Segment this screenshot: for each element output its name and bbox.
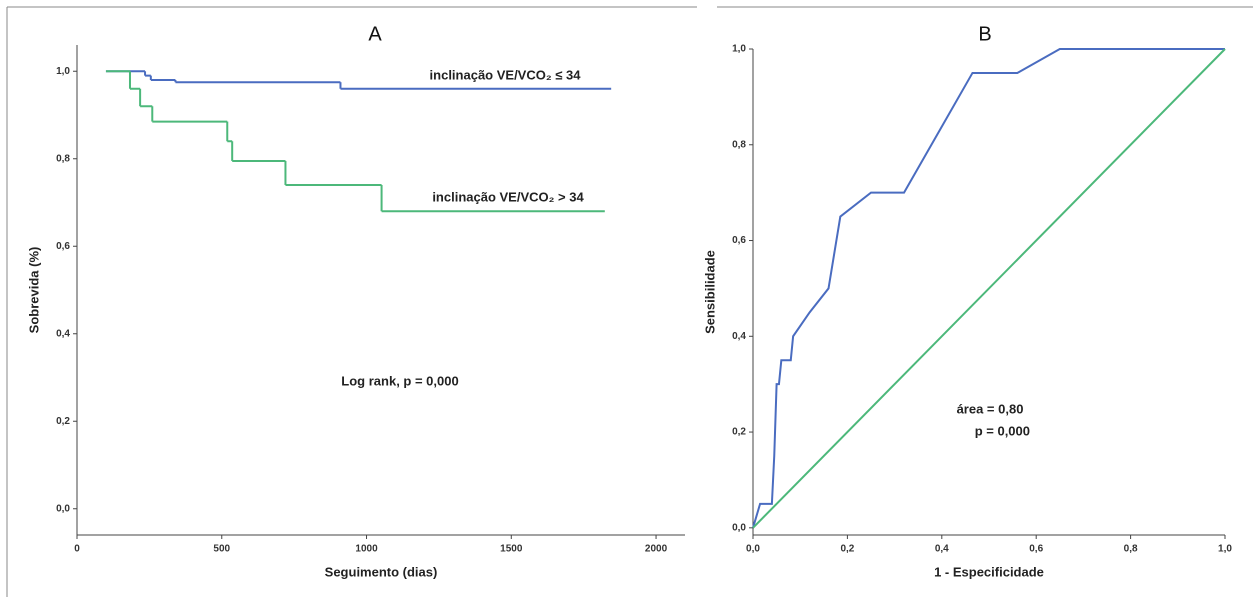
x-tick-label: 1,0: [1218, 544, 1232, 555]
y-tick-label: 0,6: [732, 235, 746, 246]
x-tick-label: 0,0: [746, 544, 760, 555]
y-tick-label: 0,4: [732, 331, 746, 342]
series-label: inclinação VE/VCO₂ ≤ 34: [430, 67, 582, 82]
chart-title: B: [978, 23, 991, 45]
x-axis-label: Seguimento (dias): [325, 564, 438, 579]
x-tick-label: 0,8: [1124, 544, 1138, 555]
annotation: área = 0,80: [957, 401, 1024, 416]
y-axis-label: Sensibilidade: [702, 250, 717, 334]
y-tick-label: 0,8: [56, 153, 70, 164]
x-tick-label: 0,6: [1029, 544, 1043, 555]
y-axis-label: Sobrevida (%): [26, 247, 41, 334]
x-tick-label: 500: [213, 544, 230, 555]
y-tick-label: 0,0: [732, 522, 746, 533]
annotation: p = 0,000: [975, 423, 1030, 438]
x-tick-label: 0,4: [935, 544, 949, 555]
x-tick-label: 2000: [645, 544, 668, 555]
x-axis-label: 1 - Especificidade: [934, 564, 1044, 579]
y-tick-label: 0,8: [732, 139, 746, 150]
y-tick-label: 0,6: [56, 241, 70, 252]
x-tick-label: 1000: [355, 544, 378, 555]
y-tick-label: 0,4: [56, 328, 70, 339]
y-tick-label: 0,2: [732, 427, 746, 438]
curve: [752, 48, 1226, 529]
y-tick-label: 1,0: [732, 44, 746, 55]
y-tick-label: 1,0: [56, 66, 70, 77]
y-tick-label: 0,2: [56, 416, 70, 427]
x-tick-label: 0,2: [840, 544, 854, 555]
series-label: inclinação VE/VCO₂ > 34: [432, 189, 584, 204]
curve: [752, 48, 1225, 529]
x-tick-label: 0: [74, 544, 80, 555]
chart-title: A: [368, 23, 382, 45]
annotation: Log rank, p = 0,000: [341, 373, 458, 388]
y-tick-label: 0,0: [56, 503, 70, 514]
x-tick-label: 1500: [500, 544, 523, 555]
